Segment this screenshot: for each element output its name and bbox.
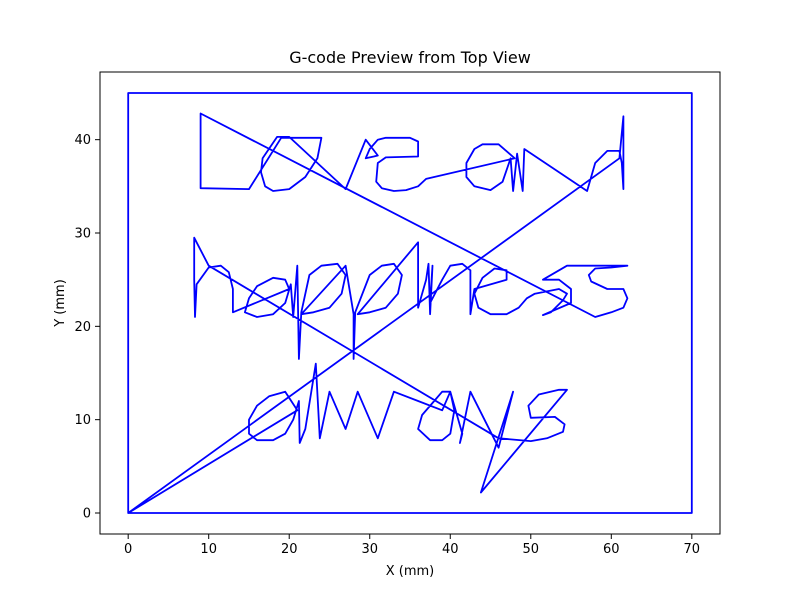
series-group — [127, 92, 693, 514]
chart-title: G-code Preview from Top View — [289, 48, 531, 67]
x-axis: 0 10 20 30 40 50 60 70 — [124, 534, 700, 557]
y-axis: 0 10 20 30 40 — [74, 133, 100, 522]
x-tick-label: 40 — [442, 542, 459, 557]
y-tick-label: 10 — [74, 413, 91, 428]
x-axis-label: X (mm) — [386, 564, 435, 579]
x-tick-label: 50 — [523, 542, 540, 557]
y-axis-label: Y (mm) — [53, 279, 68, 328]
x-tick-label: 60 — [603, 542, 620, 557]
plot-area — [99, 71, 721, 535]
x-tick-label: 10 — [200, 542, 217, 557]
x-tick-label: 20 — [281, 542, 298, 557]
y-tick-label: 40 — [74, 133, 91, 148]
plot-frame — [99, 71, 721, 535]
x-tick-label: 70 — [684, 542, 701, 557]
toolpath-line — [127, 92, 693, 514]
x-tick-label: 0 — [124, 542, 132, 557]
y-tick-label: 20 — [74, 320, 91, 335]
x-tick-label: 30 — [361, 542, 378, 557]
y-tick-label: 30 — [74, 227, 91, 242]
y-tick-label: 0 — [83, 507, 91, 522]
